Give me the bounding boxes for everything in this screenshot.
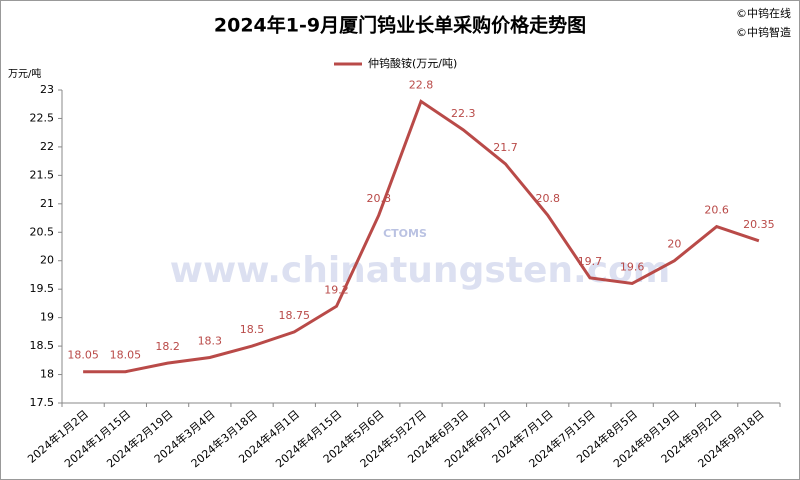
data-label: 20.6 xyxy=(704,204,729,217)
data-label: 22.8 xyxy=(409,78,434,91)
copyright: ©中钨在线 xyxy=(736,6,791,20)
data-label: 21.7 xyxy=(493,141,518,154)
data-label: 19.2 xyxy=(324,283,349,296)
data-label: 19.6 xyxy=(620,260,645,273)
y-tick-label: 19.5 xyxy=(30,282,55,295)
y-tick-label: 18 xyxy=(40,368,54,381)
y-tick-label: 17.5 xyxy=(30,396,55,409)
data-label: 20.8 xyxy=(535,192,560,205)
copyright: ©中钨智造 xyxy=(736,25,791,39)
data-label: 18.2 xyxy=(155,340,180,353)
y-tick-label: 21 xyxy=(40,197,54,210)
y-tick-label: 19 xyxy=(40,311,54,324)
legend-label: 仲钨酸铵(万元/吨) xyxy=(368,56,457,70)
data-label: 22.3 xyxy=(451,107,476,120)
y-tick-label: 20.5 xyxy=(30,225,55,238)
y-tick-label: 22.5 xyxy=(30,111,55,124)
watermark: www.chinatungsten.com xyxy=(170,250,671,291)
data-label: 18.05 xyxy=(110,349,142,362)
chart-title: 2024年1-9月厦门钨业长单采购价格走势图 xyxy=(214,14,586,37)
y-axis-label: 万元/吨 xyxy=(8,67,41,80)
y-tick-label: 23 xyxy=(40,83,54,96)
data-label: 18.05 xyxy=(67,349,99,362)
data-label: 18.75 xyxy=(279,309,311,322)
y-tick-label: 20 xyxy=(40,254,54,267)
data-label: 20 xyxy=(667,238,681,251)
data-label: 19.7 xyxy=(578,255,603,268)
data-label: 18.3 xyxy=(198,334,223,347)
y-tick-label: 18.5 xyxy=(30,339,55,352)
watermark: CTOMS xyxy=(383,227,427,240)
data-label: 18.5 xyxy=(240,323,265,336)
y-tick-label: 22 xyxy=(40,140,54,153)
y-tick-label: 21.5 xyxy=(30,168,55,181)
data-label: 20.8 xyxy=(367,192,392,205)
data-label: 20.35 xyxy=(743,218,775,231)
line xyxy=(83,99,760,374)
